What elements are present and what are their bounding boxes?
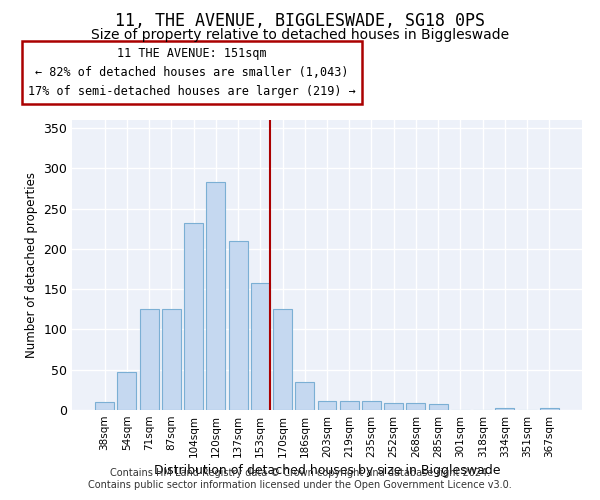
Y-axis label: Number of detached properties: Number of detached properties [25,172,38,358]
Bar [540,408,559,410]
Bar [340,401,359,410]
Text: 11, THE AVENUE, BIGGLESWADE, SG18 0PS: 11, THE AVENUE, BIGGLESWADE, SG18 0PS [115,12,485,30]
X-axis label: Distribution of detached houses by size in Biggleswade: Distribution of detached houses by size … [154,464,500,477]
Text: Contains public sector information licensed under the Open Government Licence v3: Contains public sector information licen… [88,480,512,490]
Bar [229,241,248,410]
Bar [162,308,181,410]
Text: Contains HM Land Registry data © Crown copyright and database right 2024.: Contains HM Land Registry data © Crown c… [110,468,490,477]
Bar [384,403,403,410]
Bar [295,382,314,410]
Bar [362,401,381,410]
Bar [206,182,225,410]
Bar [273,310,292,410]
Bar [95,402,114,410]
Text: 11 THE AVENUE: 151sqm
← 82% of detached houses are smaller (1,043)
17% of semi-d: 11 THE AVENUE: 151sqm ← 82% of detached … [28,47,356,98]
Bar [251,282,270,410]
Bar [496,408,514,410]
Bar [317,401,337,410]
Bar [118,372,136,410]
Bar [140,308,158,410]
Text: Size of property relative to detached houses in Biggleswade: Size of property relative to detached ho… [91,28,509,42]
Bar [406,403,425,410]
Bar [184,223,203,410]
Bar [429,404,448,410]
